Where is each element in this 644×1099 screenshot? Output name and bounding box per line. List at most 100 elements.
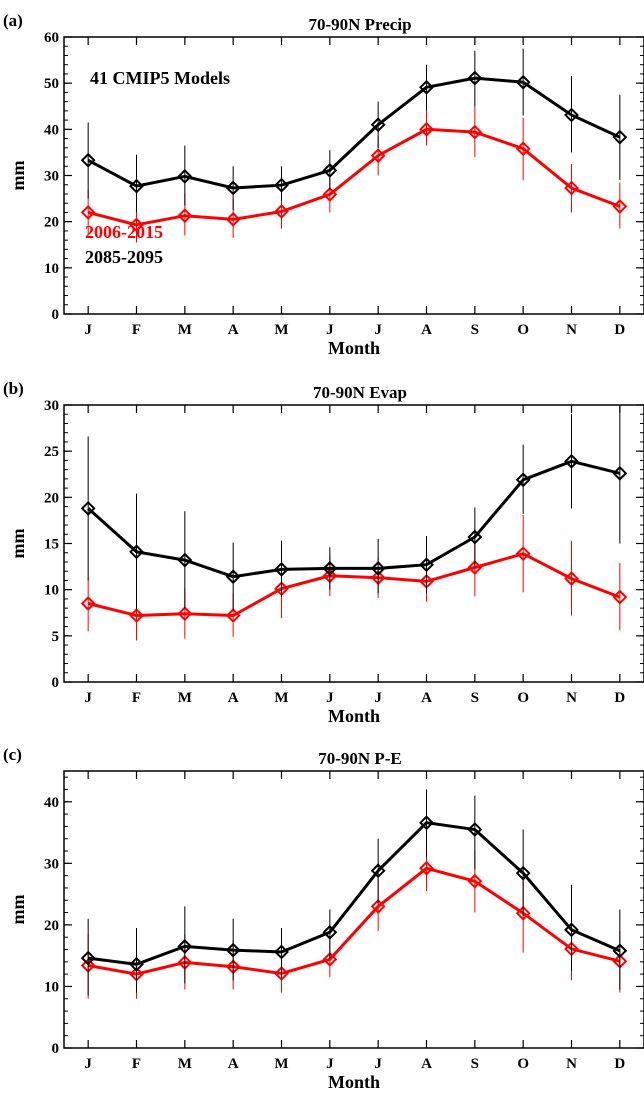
- data-point: [612, 129, 628, 145]
- data-point: [564, 107, 579, 123]
- series-late: [80, 405, 628, 610]
- chart-panel-2: 0 5 10 15 20 25 30 J F M A M J J A S O N D 70-90N Evap (b) Mo…: [3, 379, 644, 726]
- series-line: [87, 76, 621, 190]
- models-annotation: 41 CMIP5 Models: [90, 68, 230, 88]
- y-tick-label: 40: [44, 122, 59, 138]
- data-point: [467, 560, 483, 575]
- x-tick-label: N: [566, 1056, 577, 1072]
- y-axis-label: mm: [8, 529, 28, 559]
- chart-title: 70-90N Precip: [308, 15, 411, 34]
- data-point: [177, 208, 193, 224]
- data-point: [370, 117, 386, 133]
- data-point: [467, 70, 483, 86]
- y-tick-label: 10: [44, 583, 59, 599]
- x-tick-label: D: [614, 322, 625, 338]
- x-tick-label: S: [471, 690, 479, 706]
- data-point: [129, 217, 144, 233]
- y-tick-label: 0: [52, 675, 60, 691]
- data-point: [564, 453, 579, 469]
- data-point: [467, 822, 483, 837]
- x-tick-label: D: [614, 1056, 625, 1072]
- y-tick-label: 30: [44, 398, 59, 414]
- panel-label: (b): [3, 379, 24, 398]
- series-line: [87, 127, 621, 227]
- data-point: [274, 966, 289, 981]
- data-point: [177, 169, 193, 184]
- data-point: [564, 571, 579, 587]
- data-point: [467, 529, 483, 545]
- data-point: [370, 899, 386, 914]
- legend-entry: 2085-2095: [85, 247, 163, 267]
- chart-title: 70-90N Evap: [313, 383, 407, 402]
- error-bars: [87, 405, 621, 610]
- x-tick-label: N: [566, 322, 577, 338]
- y-tick-label: 15: [44, 537, 59, 553]
- y-tick-label: 20: [44, 918, 59, 934]
- x-tick-label: J: [374, 322, 382, 338]
- y-tick-label: 30: [44, 169, 59, 185]
- legend-entry: 2006-2015: [85, 222, 163, 242]
- data-point: [467, 124, 483, 140]
- data-point: [370, 863, 386, 879]
- data-point: [515, 74, 531, 90]
- data-point: [370, 148, 386, 164]
- y-tick-label: 40: [44, 795, 59, 811]
- data-point: [419, 860, 434, 876]
- data-point: [225, 942, 241, 958]
- x-tick-label: M: [274, 1056, 288, 1072]
- x-tick-label: A: [421, 322, 432, 338]
- x-tick-label: F: [132, 690, 141, 706]
- x-tick-label: M: [274, 690, 288, 706]
- series-early: [80, 514, 628, 641]
- y-tick-label: 20: [44, 490, 59, 506]
- y-tick-label: 10: [44, 261, 59, 277]
- x-tick-label: N: [566, 690, 577, 706]
- y-tick-label: 25: [44, 444, 59, 460]
- x-tick-label: A: [228, 1056, 239, 1072]
- data-point: [515, 472, 531, 488]
- data-point: [612, 589, 628, 605]
- x-tick-label: S: [471, 1056, 479, 1072]
- x-tick-label: O: [517, 1056, 529, 1072]
- panel-label: (a): [3, 11, 23, 30]
- y-tick-label: 20: [44, 215, 59, 231]
- data-point: [515, 141, 531, 157]
- x-tick-label: O: [517, 690, 529, 706]
- x-tick-label: A: [228, 690, 239, 706]
- x-tick-label: D: [614, 690, 625, 706]
- data-point: [177, 552, 193, 568]
- series-early: [80, 106, 628, 243]
- data-point: [467, 873, 483, 889]
- panel-label: (c): [3, 745, 22, 764]
- series-line: [88, 821, 621, 966]
- data-point: [515, 865, 531, 881]
- data-point: [225, 180, 241, 196]
- x-tick-label: A: [421, 1056, 432, 1072]
- x-tick-label: A: [228, 322, 239, 338]
- data-point: [322, 163, 338, 178]
- y-tick-label: 10: [44, 979, 59, 995]
- chart-panel-1: 0 10 20 30 40 50 60 J F M A M J J A S O N D 70-90N Precip (a…: [3, 11, 644, 358]
- data-point: [274, 204, 289, 219]
- error-bars: [87, 841, 621, 999]
- data-point: [612, 199, 628, 214]
- data-point: [322, 924, 338, 940]
- x-tick-label: M: [178, 1056, 192, 1072]
- data-point: [322, 951, 338, 967]
- data-point: [612, 943, 628, 959]
- data-point: [80, 205, 96, 220]
- y-tick-label: 0: [52, 307, 60, 323]
- y-tick-label: 50: [44, 76, 59, 92]
- series-line: [87, 459, 621, 579]
- series-late: [80, 48, 628, 213]
- y-tick-label: 30: [44, 856, 59, 872]
- data-point: [225, 569, 241, 585]
- y-tick-label: 0: [52, 1041, 60, 1057]
- x-tick-label: J: [326, 690, 334, 706]
- data-point: [612, 465, 628, 481]
- chart-panel-3: 0 10 20 30 40 J F M A M J J A S O N D 70-90N P-E (c) Month m…: [3, 745, 644, 1092]
- data-point: [419, 79, 434, 95]
- data-point: [322, 187, 338, 202]
- x-axis-label: Month: [328, 1072, 380, 1092]
- x-axis-label: Month: [328, 706, 380, 726]
